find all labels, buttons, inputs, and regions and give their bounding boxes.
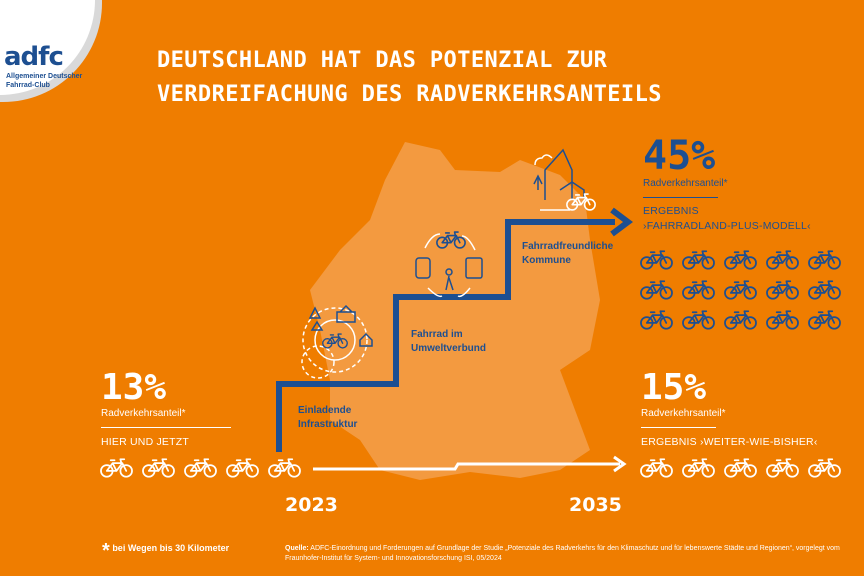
bicycle-icon	[724, 250, 757, 270]
bicycle-icon	[640, 250, 673, 270]
bicycle-icon	[682, 280, 715, 300]
step-label-environmental-network: Fahrrad im Umweltverbund	[411, 328, 486, 356]
divider	[101, 427, 231, 428]
bicycle-icon	[808, 250, 841, 270]
bicycle-icon	[766, 310, 799, 330]
step-label-bike-friendly-town: Fahrradfreundliche Kommune	[522, 240, 613, 268]
footnote: * bei Wegen bis 30 Kilometer	[102, 540, 229, 563]
current-caption: HIER UND JETZT	[101, 436, 189, 448]
step-label-line: Fahrrad im	[411, 329, 463, 340]
bicycle-icon	[640, 458, 673, 478]
divider	[641, 427, 716, 428]
plus-model-label: Radverkehrsanteil*	[643, 178, 728, 189]
divider	[643, 197, 718, 198]
plus-model-value: 45%	[643, 133, 716, 179]
bau-label: Radverkehrsanteil*	[641, 408, 726, 419]
bau-value: 15%	[641, 367, 707, 408]
logo-wordmark: adfc	[4, 42, 64, 72]
bicycle-icon	[724, 310, 757, 330]
bicycle-icon	[184, 458, 217, 478]
step-label-line: Fahrradfreundliche	[522, 241, 614, 252]
page-title: DEUTSCHLAND HAT DAS POTENZIAL ZUR VERDRE…	[157, 44, 717, 112]
bicycle-icon	[100, 458, 133, 478]
bicycle-icon	[682, 250, 715, 270]
bau-caption: ERGEBNIS ›WEITER-WIE-BISHER‹	[641, 436, 818, 448]
step-label-line: Kommune	[522, 255, 571, 266]
source-text: ADFC-Einordnung und Forderungen auf Grun…	[285, 545, 840, 562]
plus-model-block: 45% Radverkehrsanteil* ERGEBNIS ›FAHRRAD…	[643, 134, 843, 234]
plus-model-bike-grid	[640, 250, 841, 330]
germany-map	[310, 142, 600, 480]
bicycle-icon	[766, 458, 799, 478]
current-bike-row	[100, 458, 301, 478]
staircase-arrow	[276, 219, 615, 452]
bike-friendly-town-icon	[533, 148, 596, 211]
current-share-block: 13% Radverkehrsanteil* HIER UND JETZT	[101, 368, 271, 448]
year-start: 2023	[285, 494, 338, 516]
bicycle-icon	[808, 310, 841, 330]
source-note: Quelle: ADFC-Einordnung und Forderungen …	[285, 544, 845, 564]
footnote-text: bei Wegen bis 30 Kilometer	[112, 543, 230, 553]
source-label: Quelle:	[285, 545, 309, 552]
current-share-value: 13%	[101, 367, 167, 408]
bicycle-icon	[808, 458, 841, 478]
staircase-arrowhead	[610, 207, 633, 237]
title-line-2: VERDREIFACHUNG DES RADVERKEHRSANTEILS	[157, 82, 662, 107]
bicycle-icon	[766, 280, 799, 300]
plus-model-caption-1: ERGEBNIS	[643, 205, 699, 217]
current-share-label: Radverkehrsanteil*	[101, 408, 186, 419]
step-label-infrastructure: Einladende Infrastruktur	[298, 404, 357, 432]
environmental-network-icon	[415, 231, 483, 298]
bicycle-icon	[640, 280, 673, 300]
infrastructure-icon	[301, 307, 368, 379]
bicycle-icon	[226, 458, 259, 478]
bicycle-icon	[682, 458, 715, 478]
bicycle-icon	[268, 458, 301, 478]
logo-subtitle: Allgemeiner Deutscher Fahrrad-Club	[6, 73, 83, 89]
timeline-arrow	[313, 462, 620, 471]
bicycle-icon	[640, 310, 673, 330]
bicycle-icon	[724, 280, 757, 300]
bau-bike-row	[640, 458, 841, 478]
step-label-line: Umweltverbund	[411, 343, 487, 354]
year-end: 2035	[569, 494, 622, 516]
title-line-1: DEUTSCHLAND HAT DAS POTENZIAL ZUR	[157, 48, 608, 73]
step-label-line: Infrastruktur	[298, 419, 358, 430]
bicycle-icon	[766, 250, 799, 270]
plus-model-caption-2: ›FAHRRADLAND-PLUS-MODELL‹	[643, 220, 811, 232]
footnote-mark: *	[102, 540, 110, 562]
bicycle-icon	[142, 458, 175, 478]
timeline-arrowhead	[613, 455, 627, 473]
bicycle-icon	[682, 310, 715, 330]
bicycle-icon	[808, 280, 841, 300]
step-label-line: Einladende	[298, 405, 352, 416]
bau-block: 15% Radverkehrsanteil* ERGEBNIS ›WEITER-…	[641, 368, 841, 448]
bicycle-icon	[724, 458, 757, 478]
